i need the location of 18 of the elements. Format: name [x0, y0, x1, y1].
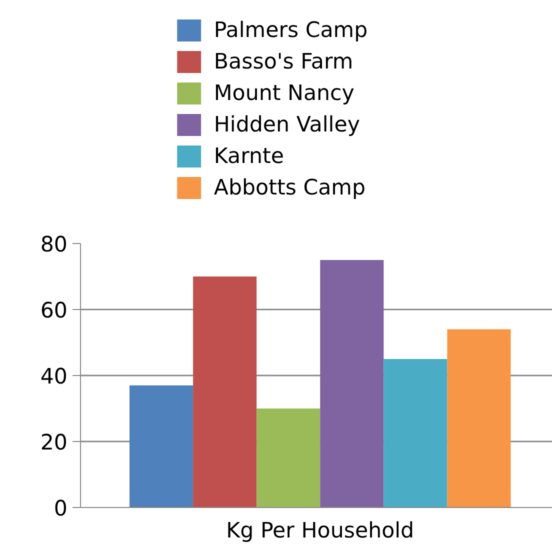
legend-label: Hidden Valley — [214, 112, 360, 138]
y-tick-label: 40 — [40, 364, 68, 390]
y-tick-label: 80 — [40, 232, 68, 258]
x-tick-label: Kg Per Household — [226, 518, 414, 544]
y-tick-label: 20 — [40, 430, 68, 456]
y-tick-label: 60 — [40, 298, 68, 324]
bar — [256, 408, 320, 508]
y-tick-label: 0 — [54, 496, 68, 522]
legend-label: Palmers Camp — [214, 18, 368, 43]
bar — [193, 276, 257, 508]
legend-label: Basso's Farm — [214, 50, 354, 74]
legend-label: Abbotts Camp — [214, 176, 366, 200]
legend-label: Karnte — [214, 144, 284, 169]
bar — [320, 260, 384, 508]
bar — [130, 385, 194, 508]
bar — [447, 329, 511, 508]
bar — [384, 359, 448, 508]
legend-label: Mount Nancy — [214, 81, 354, 106]
